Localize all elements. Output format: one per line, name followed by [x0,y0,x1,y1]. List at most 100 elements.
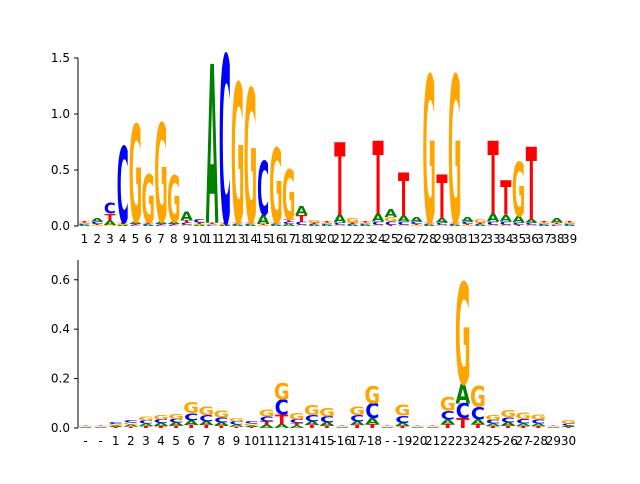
logo-letter-G: G [93,426,109,427]
x-tick-label: 6 [187,434,195,448]
logo-letter-C: C [449,223,461,225]
logo-letter-A: A [304,421,319,427]
logo-letter-A: A [308,225,321,227]
logo-letter-T: T [305,425,319,430]
logo-letter-T: T [517,426,531,429]
logo-letter-A: A [538,225,551,227]
logo-letter-A: A [244,425,259,427]
logo-letter-C: C [500,221,512,226]
logo-letter-G: G [304,403,320,418]
logo-letter-G: G [364,382,380,409]
logo-letter-T: T [124,426,138,428]
logo-letter-T: T [139,426,153,429]
logo-letter-T: T [290,423,304,427]
logo-letter-A: A [486,423,501,427]
logo-letter-G: G [116,223,129,225]
logo-letter-T: T [155,223,166,225]
x-tick-label: 12 [217,232,232,246]
logo-letter-A: A [320,422,335,427]
x-tick-label: 28 [422,232,437,246]
logo-letter-T: T [500,172,511,227]
logo-letter-G: G [563,222,576,224]
logo-letter-C: C [275,396,289,420]
x-tick-label: 15 [319,434,334,448]
logo-letter-T: T [424,222,435,224]
x-tick-label: 13 [289,434,304,448]
logo-letter-C: C [441,408,455,422]
logo-letter-A: A [274,424,289,430]
x-tick-label: 8 [218,434,226,448]
logo-letter-T: T [426,425,440,426]
logo-letter-G: G [103,225,116,227]
logo-letter-T: T [181,220,192,224]
x-tick-label: 5 [132,232,140,246]
logo-letter-T: T [207,222,218,224]
x-tick-label: 8 [170,232,178,246]
logo-letter-C: C [117,126,129,248]
logo-letter-G: G [334,426,350,427]
logo-letter-G: G [138,416,154,422]
logo-letter-C: C [320,415,334,425]
logo-letter-G: G [256,225,269,227]
logo-letter-G: G [525,225,538,227]
logo-letter-T: T [154,426,168,429]
logo-letter-T: T [513,225,524,227]
x-tick-label: 20 [319,232,334,246]
logo-letter-C: C [91,221,103,225]
logo-letter-C: C [350,413,364,423]
x-tick-label: 17 [350,434,365,448]
x-tick-label: 31 [460,232,475,246]
logo-letter-A: A [219,225,232,227]
logo-letter-C: C [410,426,424,427]
logo-letter-C: C [456,400,470,424]
logo-letter-C: C [78,223,90,225]
logo-letter-G: G [346,217,359,224]
logo-letter-C: C [290,419,304,425]
logo-letter-G: G [371,225,384,227]
logo-letter-G: G [78,222,91,224]
logo-letter-G: G [320,222,333,224]
logo-letter-T: T [215,425,229,429]
logo-letter-C: C [260,416,274,423]
logo-letter-C: C [436,222,448,226]
logo-letter-A: A [512,215,526,225]
logo-letter-G: G [308,220,321,224]
logo-letter-A: A [461,216,474,223]
logo-letter-G: G [410,426,426,427]
x-tick-label: 27 [409,232,424,246]
x-tick-label: 10 [192,232,207,246]
logo-panel-2: 0.00.20.40.6- -1 2 3 4 5 6 7 8 9 10 11 12 13 14 15-1617… [51,256,577,448]
logo-letter-C: C [283,221,295,225]
logo-letter-A: A [410,216,423,223]
logo-letter-A: A [346,225,359,227]
logo-letter-A: A [474,225,487,227]
x-tick-label: 14 [243,232,258,246]
logo-letter-T: T [130,223,141,225]
logo-letter-C: C [229,421,243,426]
logo-letter-A: A [561,425,576,427]
logo-letter-A: A [448,225,461,227]
y-tick-label: 1.0 [51,107,70,121]
x-tick-label: 1 [81,232,89,246]
x-tick-label: -28 [528,434,548,448]
x-tick-label: 17 [281,232,296,246]
x-tick-label: 7 [157,232,165,246]
x-tick-label: 18 [294,232,309,246]
logo-letter-G: G [168,413,184,420]
logo-letter-A: A [531,423,546,427]
logo-letter-A: A [270,225,283,227]
logo-letter-G: G [461,225,474,227]
logo-letter-T: T [321,221,332,223]
logo-letter-T: T [185,425,199,430]
logo-letter-C: C [142,223,154,225]
logo-letter-T: T [245,222,256,224]
logo-letter-A: A [180,210,194,224]
logo-letter-T: T [92,223,103,225]
logo-letter-G: G [515,411,531,421]
logo-letter-G: G [142,162,155,239]
logo-letter-A: A [169,422,184,427]
logo-letter-T: T [336,425,350,426]
logo-letter-C: C [385,221,397,226]
logo-letter-C: C [308,223,320,225]
logo-letter-C: C [139,420,153,425]
